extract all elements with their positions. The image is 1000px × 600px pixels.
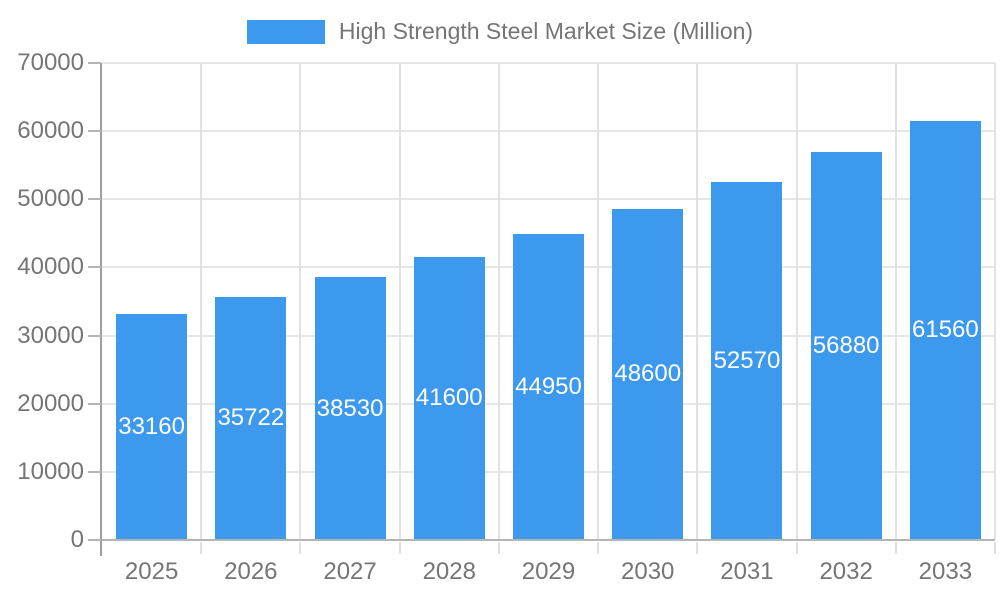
bar-2028[interactable]: 41600 bbox=[413, 256, 485, 540]
bar-2029[interactable]: 44950 bbox=[513, 233, 584, 540]
y-axis-tick bbox=[88, 539, 101, 541]
x-axis-tick-label: 2025 bbox=[124, 558, 179, 585]
gridline-vertical bbox=[497, 63, 500, 540]
bar-2033[interactable]: 61560 bbox=[909, 120, 981, 540]
x-axis-tick bbox=[795, 542, 798, 554]
bar-2032[interactable]: 56880 bbox=[810, 152, 882, 540]
bar-2030[interactable]: 48600 bbox=[612, 208, 684, 540]
x-axis-tick bbox=[894, 542, 897, 554]
bar-2027[interactable]: 38530 bbox=[314, 277, 386, 540]
gridline-horizontal bbox=[102, 198, 995, 201]
x-axis-tick bbox=[299, 542, 302, 554]
x-axis-tick-label: 2027 bbox=[323, 558, 377, 585]
y-axis-tick-label: 0 bbox=[70, 526, 84, 553]
x-axis-tick-label: 2032 bbox=[819, 558, 873, 585]
gridline-vertical bbox=[200, 63, 203, 540]
bar-value-label: 44950 bbox=[515, 372, 582, 400]
gridline-vertical bbox=[795, 63, 798, 540]
legend-swatch bbox=[246, 19, 325, 44]
y-axis-tick-label: 30000 bbox=[17, 321, 84, 349]
y-axis-tick bbox=[88, 62, 101, 64]
y-axis-tick bbox=[88, 130, 101, 133]
bar-value-label: 38530 bbox=[316, 394, 384, 422]
y-axis-tick-label: 50000 bbox=[17, 185, 84, 213]
x-axis-tick bbox=[696, 542, 699, 554]
y-axis-tick-label: 20000 bbox=[17, 389, 84, 417]
x-axis-tick-label: 2028 bbox=[422, 558, 476, 585]
bar-2026[interactable]: 35722 bbox=[215, 296, 287, 540]
y-axis-tick bbox=[88, 402, 101, 405]
bar-2031[interactable]: 52570 bbox=[711, 181, 783, 540]
x-axis-tick-label: 2029 bbox=[521, 558, 576, 585]
x-axis-tick bbox=[597, 542, 600, 554]
x-axis-tick-label: 2026 bbox=[224, 558, 278, 585]
plot-area: 33160 35722 38530 41600 44950 48600 52570 56880… bbox=[102, 62, 996, 540]
x-axis-line bbox=[102, 539, 995, 541]
bar-2025[interactable]: 33160 bbox=[116, 314, 188, 540]
gridline-vertical bbox=[994, 63, 996, 540]
x-axis-tick-label: 2031 bbox=[720, 558, 774, 585]
bar-value-label: 35722 bbox=[217, 404, 285, 432]
y-axis-tick bbox=[88, 470, 101, 473]
gridline-horizontal bbox=[102, 62, 995, 64]
gridline-horizontal bbox=[102, 130, 995, 133]
y-axis-tick-label: 10000 bbox=[17, 457, 84, 485]
bar-value-label: 61560 bbox=[912, 316, 979, 344]
gridline-vertical bbox=[894, 63, 897, 540]
gridline-vertical bbox=[398, 63, 401, 540]
gridline-vertical bbox=[696, 63, 699, 540]
bar-value-label: 52570 bbox=[713, 346, 781, 374]
x-axis-tick bbox=[398, 542, 401, 554]
x-axis-tick bbox=[200, 542, 203, 554]
x-axis-tick-label: 2030 bbox=[621, 558, 675, 585]
legend[interactable]: High Strength Steel Market Size (Million… bbox=[0, 18, 1000, 45]
bar-value-label: 56880 bbox=[812, 332, 880, 360]
y-axis-tick bbox=[88, 198, 101, 201]
bar-value-label: 41600 bbox=[415, 384, 483, 412]
y-axis-line bbox=[100, 63, 102, 556]
legend-label: High Strength Steel Market Size (Million… bbox=[338, 18, 754, 44]
gridline-vertical bbox=[597, 63, 600, 540]
y-axis-tick-label: 60000 bbox=[17, 117, 84, 145]
bar-value-label: 48600 bbox=[614, 360, 682, 388]
gridline-vertical bbox=[299, 63, 302, 540]
y-axis-tick bbox=[88, 334, 101, 337]
x-axis-tick bbox=[497, 542, 500, 554]
x-axis-tick-label: 2033 bbox=[918, 558, 973, 585]
y-axis-tick-label: 40000 bbox=[17, 253, 84, 281]
y-axis-tick-label: 70000 bbox=[17, 49, 84, 76]
y-axis-tick bbox=[88, 266, 101, 269]
x-axis-tick bbox=[994, 542, 996, 554]
bar-value-label: 33160 bbox=[118, 413, 185, 441]
